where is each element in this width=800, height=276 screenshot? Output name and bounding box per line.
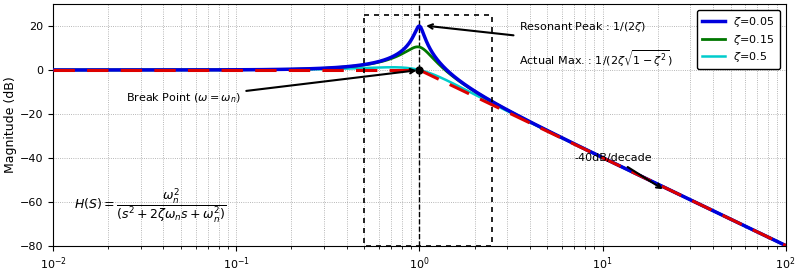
Text: Resonant Peak : $1/(2\zeta)$

Actual Max. : $1/(2\zeta\sqrt{1-\zeta^2})$: Resonant Peak : $1/(2\zeta)$ Actual Max.… [428,20,673,69]
Text: -40dB/decade: -40dB/decade [574,153,661,188]
Legend: $\zeta$=0.05, $\zeta$=0.15, $\zeta$=0.5: $\zeta$=0.05, $\zeta$=0.15, $\zeta$=0.5 [697,10,780,70]
Text: Break Point $(\omega=\omega_n)$: Break Point $(\omega=\omega_n)$ [126,69,414,105]
Text: $H(S)=\dfrac{\omega_n^2}{(s^2+2\zeta\omega_n s+\omega_n^2)}$: $H(S)=\dfrac{\omega_n^2}{(s^2+2\zeta\ome… [74,187,226,225]
Y-axis label: Magnitude (dB): Magnitude (dB) [4,76,17,173]
